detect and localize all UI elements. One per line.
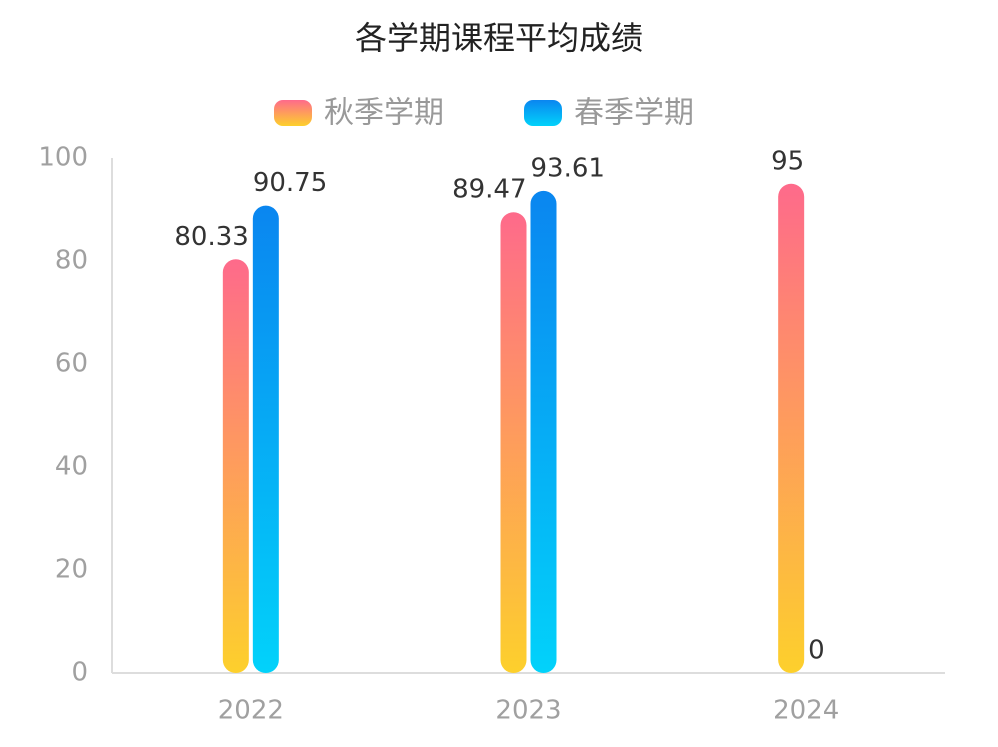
value-label: 80.33 <box>174 222 248 252</box>
legend-label: 秋季学期 <box>324 96 444 131</box>
bar <box>778 183 805 673</box>
x-tick-label: 2024 <box>773 696 839 726</box>
value-label: 90.75 <box>253 168 327 198</box>
x-tick-label: 2023 <box>495 696 561 726</box>
legend-label: 春季学期 <box>574 96 694 131</box>
y-tick-label: 100 <box>38 143 88 173</box>
bar <box>530 190 557 673</box>
y-tick-label: 80 <box>55 246 88 276</box>
bar <box>252 205 279 673</box>
legend-swatch <box>524 100 562 126</box>
x-tick-label: 2022 <box>218 696 284 726</box>
y-tick-label: 40 <box>55 452 88 482</box>
value-label: 95 <box>771 146 804 176</box>
value-label: 89.47 <box>452 175 526 205</box>
value-label: 93.61 <box>531 153 605 183</box>
value-label: 0 <box>808 636 825 666</box>
y-tick-label: 20 <box>55 555 88 585</box>
bar <box>500 212 527 674</box>
y-tick-label: 60 <box>55 349 88 379</box>
legend-swatch <box>274 100 312 126</box>
chart-title: 各学期课程平均成绩 <box>355 19 643 57</box>
bar <box>222 259 249 673</box>
y-tick-label: 0 <box>71 658 88 688</box>
